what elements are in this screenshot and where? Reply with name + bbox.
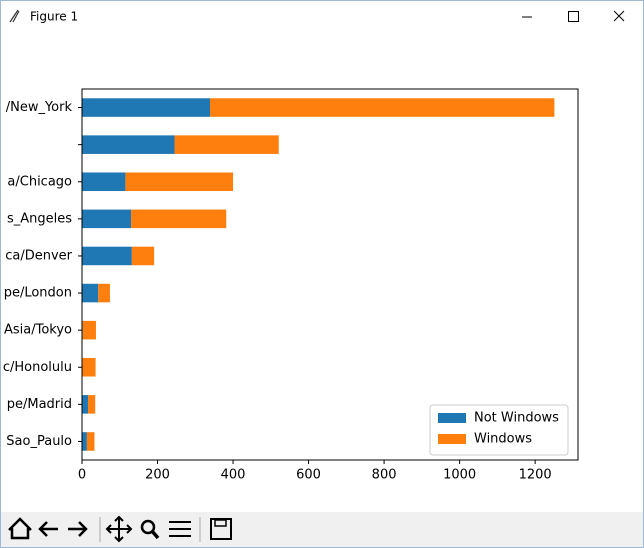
legend-label: Windows bbox=[474, 432, 532, 447]
maximize-button[interactable] bbox=[568, 11, 579, 22]
x-tick-label: 1000 bbox=[443, 468, 476, 483]
bar-segment bbox=[82, 395, 89, 414]
bar-segment bbox=[125, 172, 234, 192]
bar-segment bbox=[82, 283, 99, 303]
bar-segment bbox=[82, 357, 96, 377]
toolbar-buttons bbox=[8, 515, 232, 543]
forward-button[interactable] bbox=[68, 521, 88, 537]
toolbar bbox=[1, 512, 643, 547]
window-title: Figure 1 bbox=[30, 10, 78, 24]
bar-segment bbox=[131, 209, 227, 229]
bar-segment bbox=[82, 135, 175, 154]
zoom-button[interactable] bbox=[140, 519, 156, 535]
x-tick-label: 0 bbox=[78, 468, 86, 483]
configure-button[interactable] bbox=[169, 521, 191, 537]
bar-segment bbox=[82, 172, 126, 192]
y-tick-label: Sao_Paulo bbox=[6, 434, 72, 449]
x-tick-label: 200 bbox=[145, 468, 170, 483]
bar-segment bbox=[82, 432, 87, 451]
y-tick-label: pe/Madrid bbox=[7, 397, 72, 412]
legend-swatch bbox=[438, 434, 466, 444]
save-button[interactable] bbox=[210, 518, 232, 540]
bar-segment bbox=[82, 246, 132, 266]
title-bar: Figure 1 bbox=[9, 9, 625, 24]
axes-frame bbox=[81, 88, 579, 461]
back-button[interactable] bbox=[38, 521, 58, 537]
pan-button[interactable] bbox=[105, 515, 133, 543]
home-button[interactable] bbox=[8, 517, 32, 540]
bar-segment bbox=[82, 98, 211, 117]
bar-segment bbox=[210, 98, 555, 117]
bar-segment bbox=[82, 209, 132, 229]
zoom-handle bbox=[150, 529, 160, 540]
legend-label: Not Windows bbox=[474, 411, 559, 426]
close-button[interactable] bbox=[613, 10, 625, 22]
y-tick-label: Asia/Tokyo bbox=[4, 323, 72, 338]
y-tick-label: ca/Denver bbox=[5, 248, 72, 263]
y-tick-label: c/Honolulu bbox=[3, 360, 72, 375]
bar-segment bbox=[86, 432, 95, 451]
x-tick-label: 400 bbox=[221, 468, 246, 483]
save-icon-part bbox=[214, 519, 227, 527]
x-tick-label: 600 bbox=[296, 468, 321, 483]
bar-segment bbox=[131, 246, 155, 266]
y-tick-label: a/Chicago bbox=[7, 174, 72, 189]
bar-segment bbox=[98, 283, 110, 303]
y-tick-label: /New_York bbox=[6, 100, 73, 115]
plot: /New_York a/Chicago s_Angeles ca/Denver pe/L… bbox=[3, 88, 579, 483]
bar-segment bbox=[174, 135, 279, 154]
x-tick-label: 1200 bbox=[519, 468, 552, 483]
bar-segment bbox=[88, 395, 96, 414]
toolbar-separators bbox=[99, 517, 201, 542]
app-icon bbox=[9, 9, 20, 23]
x-tick-label: 800 bbox=[372, 468, 397, 483]
y-tick-label: pe/London bbox=[4, 286, 72, 301]
y-tick-label: s_Angeles bbox=[7, 211, 72, 226]
legend-swatch bbox=[438, 413, 466, 423]
bar-segment bbox=[82, 320, 96, 340]
